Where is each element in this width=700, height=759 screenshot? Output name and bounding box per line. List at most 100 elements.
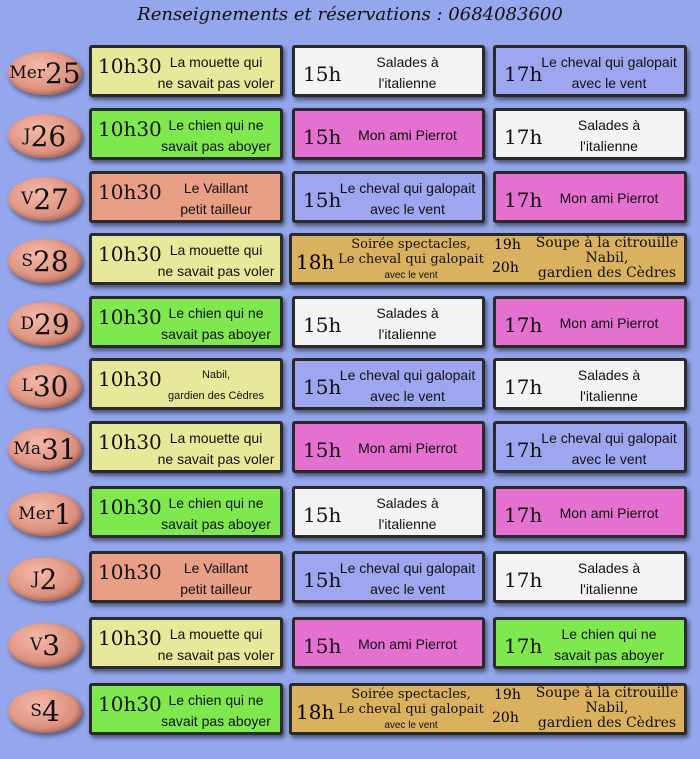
show-time: 10h30 bbox=[98, 560, 162, 584]
show-title: Mon ami Pierrot bbox=[358, 440, 457, 456]
show-cell[interactable]: 10h30 La mouette qui ne savait pas voler bbox=[89, 233, 283, 285]
show-time: 15h bbox=[303, 313, 342, 337]
show-time: 20h bbox=[492, 710, 519, 726]
show-time: 19h bbox=[494, 237, 521, 253]
show-cell[interactable]: 17h Salades à l'italienne bbox=[493, 551, 687, 603]
show-title: Salades à l'italienne bbox=[376, 305, 439, 342]
schedule-row: Ma 31 10h30 La mouette qui ne savait pas v… bbox=[0, 421, 700, 479]
day-label: Mer 1 bbox=[8, 492, 82, 536]
show-time: 10h30 bbox=[98, 242, 162, 266]
show-title: Salades à l'italienne bbox=[376, 54, 439, 91]
show-time: 18h bbox=[296, 250, 335, 274]
show-title: Salades à l'italienne bbox=[577, 560, 641, 597]
show-time: 15h bbox=[303, 188, 342, 212]
show-title: Le cheval qui galopait avec le vent bbox=[339, 560, 476, 597]
show-cell[interactable]: 15h Mon ami Pierrot bbox=[292, 617, 485, 669]
show-cell[interactable]: 10h30 Le Vaillant petit tailleur bbox=[89, 171, 283, 223]
show-cell[interactable]: 17h Salades à l'italienne bbox=[493, 358, 687, 410]
show-title: Salades à l'italienne bbox=[376, 495, 439, 532]
day-label: S 28 bbox=[8, 239, 82, 283]
show-title: Le chien qui ne savait pas aboyer bbox=[554, 626, 664, 663]
show-time: 20h bbox=[492, 260, 519, 276]
show-time: 10h30 bbox=[98, 430, 162, 454]
show-time: 15h bbox=[303, 634, 342, 658]
show-time: 10h30 bbox=[98, 54, 162, 78]
schedule-row: Mer 25 10h30 La mouette qui ne savait pas … bbox=[0, 45, 700, 103]
show-time: 15h bbox=[303, 375, 342, 399]
show-cell[interactable]: 17h Salades à l'italienne bbox=[493, 108, 687, 160]
show-time: 10h30 bbox=[98, 692, 162, 716]
day-label: L 30 bbox=[8, 364, 82, 408]
show-cell[interactable]: 17h Mon ami Pierrot bbox=[493, 486, 687, 538]
show-time: 10h30 bbox=[98, 495, 162, 519]
show-cell[interactable]: 10h30 Le chien qui ne savait pas aboyer bbox=[89, 683, 283, 735]
show-cell[interactable]: 15h Le cheval qui galopait avec le vent bbox=[292, 171, 485, 223]
show-cell[interactable]: 15h Mon ami Pierrot bbox=[292, 421, 485, 473]
schedule-row: J 26 10h30 Le chien qui ne savait pas aboy… bbox=[0, 108, 700, 166]
show-cell[interactable]: 17h Le chien qui ne savait pas aboyer bbox=[493, 617, 687, 669]
show-title: Le cheval qui galopait avec le vent bbox=[541, 54, 677, 91]
show-time: 17h bbox=[504, 634, 543, 658]
page-title: Renseignements et réservations : 0684083… bbox=[137, 4, 563, 25]
show-time: 17h bbox=[504, 375, 543, 399]
show-title: Le cheval qui galopait avec le vent bbox=[541, 430, 677, 467]
show-title: Mon ami Pierrot bbox=[559, 190, 659, 206]
show-time: 10h30 bbox=[98, 367, 162, 391]
show-title: Soupe à la citrouille Nabil, gardien des… bbox=[535, 235, 679, 281]
special-evening-cell[interactable]: 18h Soirée spectacles, Le cheval qui gal… bbox=[289, 233, 687, 285]
show-cell[interactable]: 17h Le cheval qui galopait avec le vent bbox=[493, 45, 687, 97]
day-label: D 29 bbox=[8, 302, 82, 346]
show-cell[interactable]: 15h Mon ami Pierrot bbox=[292, 108, 485, 160]
show-title: Mon ami Pierrot bbox=[358, 636, 457, 652]
show-cell[interactable]: 15h Salades à l'italienne bbox=[292, 296, 485, 348]
show-cell[interactable]: 10h30 La mouette qui ne savait pas voler bbox=[89, 421, 283, 473]
show-cell[interactable]: 10h30 Le chien qui ne savait pas aboyer bbox=[89, 108, 283, 160]
show-time: 19h bbox=[494, 687, 521, 703]
show-time: 18h bbox=[296, 700, 335, 724]
show-cell[interactable]: 10h30 La mouette qui ne savait pas voler bbox=[89, 617, 283, 669]
show-time: 15h bbox=[303, 125, 342, 149]
show-time: 17h bbox=[504, 62, 543, 86]
show-cell[interactable]: 15h Le cheval qui galopait avec le vent bbox=[292, 358, 485, 410]
show-cell[interactable]: 10h30 Le Vaillant petit tailleur bbox=[89, 551, 283, 603]
show-cell[interactable]: 15h Salades à l'italienne bbox=[292, 45, 485, 97]
day-label: J 26 bbox=[8, 114, 82, 158]
show-time: 10h30 bbox=[98, 180, 162, 204]
show-title: Le cheval qui galopait avec le vent bbox=[339, 367, 476, 404]
show-title: Soupe à la citrouille Nabil, gardien des… bbox=[535, 685, 679, 731]
show-cell[interactable]: 10h30 Le chien qui ne savait pas aboyer bbox=[89, 296, 283, 348]
show-cell[interactable]: 15h Le cheval qui galopait avec le vent bbox=[292, 551, 485, 603]
schedule-row: L 30 10h30 Nabil, gardien des Cèdres 15h L… bbox=[0, 358, 700, 416]
show-time: 15h bbox=[303, 568, 342, 592]
show-time: 10h30 bbox=[98, 626, 162, 650]
show-title: La mouette qui ne savait pas voler bbox=[157, 242, 275, 279]
show-time: 17h bbox=[504, 503, 543, 527]
show-cell[interactable]: 17h Mon ami Pierrot bbox=[493, 171, 687, 223]
show-time: 15h bbox=[303, 438, 342, 462]
show-time: 15h bbox=[303, 503, 342, 527]
schedule-row: D 29 10h30 Le chien qui ne savait pas aboy… bbox=[0, 296, 700, 354]
show-title: Le cheval qui galopait avec le vent bbox=[339, 180, 476, 217]
show-cell[interactable]: 17h Mon ami Pierrot bbox=[493, 296, 687, 348]
show-cell[interactable]: 10h30 La mouette qui ne savait pas voler bbox=[89, 45, 283, 97]
show-title: Le Vaillant petit tailleur bbox=[180, 180, 252, 217]
show-title: Mon ami Pierrot bbox=[358, 127, 457, 143]
show-time: 10h30 bbox=[98, 305, 162, 329]
show-cell[interactable]: 10h30 Nabil, gardien des Cèdres bbox=[89, 358, 283, 410]
show-cell[interactable]: 17h Le cheval qui galopait avec le vent bbox=[493, 421, 687, 473]
show-title: Soirée spectacles, Le cheval qui galopai… bbox=[338, 237, 484, 281]
show-title: Nabil, gardien des Cèdres bbox=[167, 369, 264, 402]
show-title: Le chien qui ne savait pas aboyer bbox=[161, 305, 271, 342]
show-cell[interactable]: 10h30 Le chien qui ne savait pas aboyer bbox=[89, 486, 283, 538]
special-evening-cell[interactable]: 18h Soirée spectacles, Le cheval qui gal… bbox=[289, 683, 687, 735]
schedule-row: Mer 1 10h30 Le chien qui ne savait pas abo… bbox=[0, 486, 700, 544]
show-title: La mouette qui ne savait pas voler bbox=[157, 626, 275, 663]
show-time: 17h bbox=[504, 313, 543, 337]
show-cell[interactable]: 15h Salades à l'italienne bbox=[292, 486, 485, 538]
show-title: Salades à l'italienne bbox=[577, 117, 641, 154]
day-label: Ma 31 bbox=[8, 427, 82, 471]
